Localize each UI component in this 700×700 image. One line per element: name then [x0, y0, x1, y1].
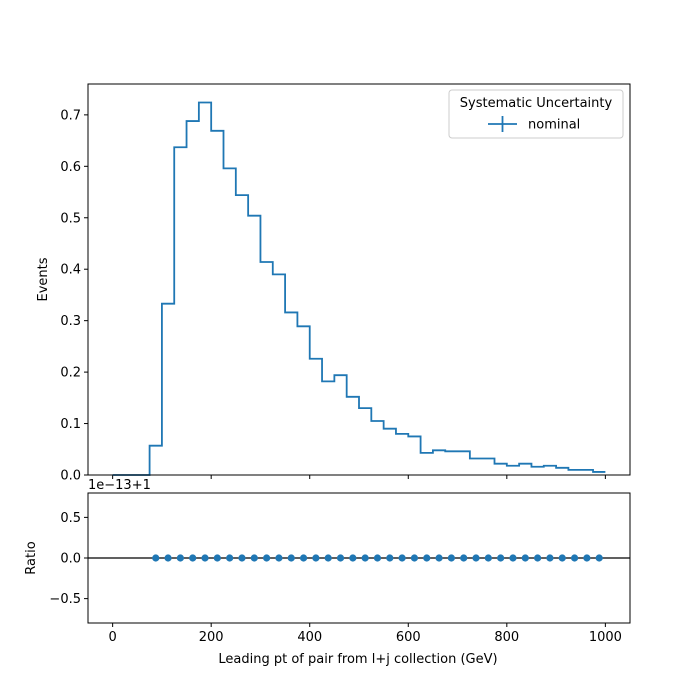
ratio-x-tick-label: 600	[396, 630, 421, 645]
ratio-point	[189, 554, 197, 562]
ratio-point	[226, 554, 234, 562]
ratio-point	[521, 554, 529, 562]
ratio-point	[336, 554, 345, 562]
main-y-ticks: 0.0 0.1 0.2 0.3 0.4 0.5 0.6 0.7	[60, 108, 88, 484]
ratio-point	[509, 554, 517, 562]
ratio-point	[263, 554, 271, 562]
legend-entry-nominal: nominal	[528, 118, 580, 133]
ratio-point	[349, 554, 357, 562]
legend-title: Systematic Uncertainty	[460, 96, 613, 111]
ratio-y-tick-label: 0.5	[60, 511, 81, 526]
ratio-x-tick-label: 200	[199, 630, 224, 645]
nominal-histogram-line	[112, 101, 606, 476]
ratio-y-tick-label: −0.5	[49, 592, 81, 607]
ratio-point	[472, 554, 480, 562]
ratio-point	[484, 554, 492, 562]
ratio-point	[238, 554, 246, 562]
ratio-y-ticks: −0.5 0.0 0.5	[49, 511, 88, 607]
ratio-point	[312, 554, 320, 562]
ratio-x-tick-label: 800	[494, 630, 519, 645]
ratio-point	[410, 554, 419, 562]
ratio-y-axis-label: Ratio	[24, 541, 39, 574]
ratio-point	[373, 554, 382, 562]
main-y-tick-label: 0.4	[60, 263, 81, 278]
ratio-point	[497, 554, 505, 562]
ratio-point	[152, 554, 160, 562]
ratio-point	[287, 554, 295, 562]
ratio-point	[164, 554, 172, 562]
main-y-tick-label: 0.7	[60, 108, 81, 123]
ratio-point	[361, 554, 369, 562]
ratio-x-tick-label: 1000	[589, 630, 622, 645]
ratio-points	[152, 554, 603, 562]
main-plot-frame	[87, 83, 631, 476]
main-y-tick-label: 0.2	[60, 366, 81, 381]
legend: Systematic Uncertainty nominal	[448, 89, 624, 139]
x-axis-label: Leading pt of pair from l+j collection (…	[218, 652, 497, 667]
ratio-point	[176, 554, 184, 562]
ratio-point	[570, 554, 579, 562]
ratio-point	[546, 554, 554, 562]
ratio-point	[447, 554, 455, 562]
ratio-plot-frame	[87, 492, 631, 624]
ratio-point	[423, 554, 431, 562]
main-y-tick-label: 0.0	[60, 469, 81, 484]
ratio-point	[583, 554, 591, 562]
main-y-tick-label: 0.3	[60, 314, 81, 329]
ratio-point	[558, 554, 566, 562]
legend-box	[448, 89, 624, 139]
ratio-point	[460, 554, 468, 562]
ratio-point	[595, 554, 603, 562]
main-x-ticks	[112, 475, 606, 479]
ratio-point	[250, 554, 258, 562]
main-y-tick-label: 0.1	[60, 417, 81, 432]
ratio-point	[386, 554, 394, 562]
ratio-point	[213, 554, 221, 562]
ratio-point	[324, 554, 332, 562]
ratio-x-ticks: 0 200 400 600 800 1000	[108, 623, 622, 645]
ratio-panel: −0.5 0.0 0.5 0 200 400 600 800 1000 1e−13+1 Rat…	[24, 478, 631, 667]
main-histogram-panel: 0.0 0.1 0.2 0.3 0.4 0.5 0.6 0.7 Events Systemat…	[36, 83, 631, 484]
ratio-point	[299, 554, 308, 562]
ratio-point	[398, 554, 406, 562]
ratio-x-tick-label: 400	[297, 630, 322, 645]
main-y-tick-label: 0.6	[60, 160, 81, 175]
ratio-offset-text: 1e−13+1	[88, 478, 151, 493]
main-y-axis-label: Events	[36, 257, 51, 301]
main-y-tick-label: 0.5	[60, 211, 81, 226]
ratio-y-tick-label: 0.0	[60, 552, 81, 567]
ratio-point	[534, 554, 542, 562]
ratio-point	[275, 554, 283, 562]
ratio-point	[435, 554, 443, 562]
ratio-x-tick-label: 0	[108, 630, 116, 645]
ratio-point	[201, 554, 209, 562]
